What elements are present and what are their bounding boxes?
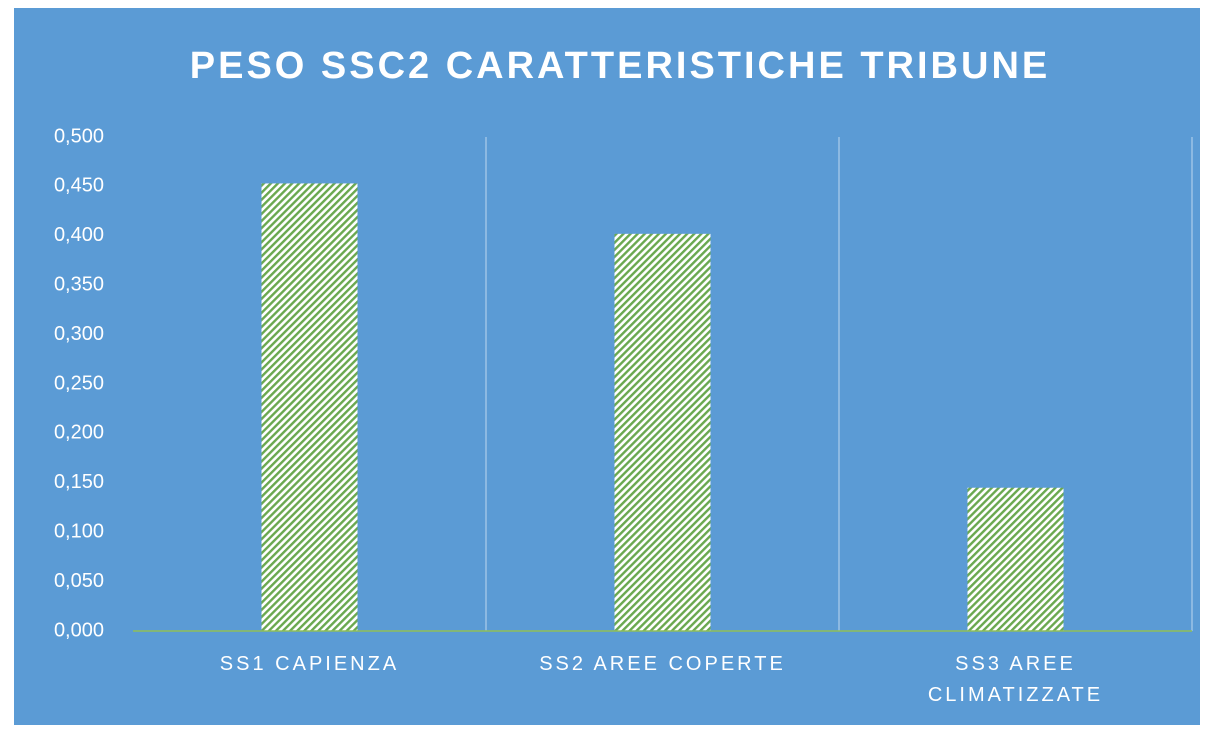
bar (967, 487, 1064, 631)
y-tick-label: 0,400 (54, 224, 104, 246)
y-tick-label: 0,350 (54, 273, 104, 295)
x-tick-label: SS3 AREE CLIMATIZZATE (927, 653, 1104, 706)
y-tick-label: 0,450 (54, 175, 104, 197)
y-tick-label: 0,150 (54, 471, 104, 493)
y-tick-label: 0,100 (54, 520, 104, 542)
chart-title: PESO SSC2 CARATTERISTICHE TRIBUNE (190, 45, 1050, 87)
y-tick-label: 0,000 (54, 619, 104, 641)
x-tick-label: SS2 AREE COPERTE (539, 653, 786, 675)
y-tick-label: 0,500 (54, 125, 104, 147)
bar (261, 183, 358, 631)
bar (614, 233, 711, 631)
y-tick-label: 0,250 (54, 372, 104, 394)
y-tick-label: 0,200 (54, 422, 104, 444)
y-tick-label: 0,050 (54, 570, 104, 592)
y-tick-label: 0,300 (54, 323, 104, 345)
x-tick-label: SS1 CAPIENZA (219, 653, 400, 675)
